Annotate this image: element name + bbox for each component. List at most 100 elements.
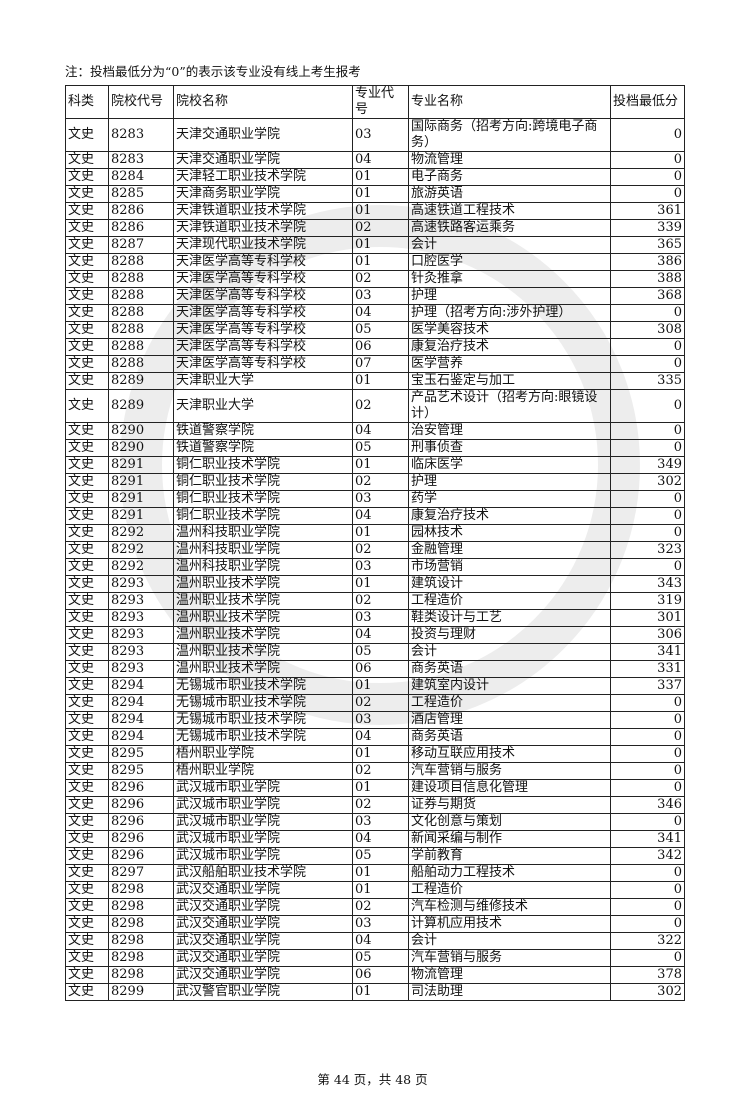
cell-category: 文史 [65,932,109,950]
cell-major-name: 汽车营销与服务 [408,949,611,967]
cell-school-code: 8298 [108,915,174,933]
cell-school-code: 8289 [108,389,174,423]
cell-school-name: 天津职业大学 [173,389,353,423]
cell-min-score: 0 [610,745,685,763]
cell-major-name: 康复治疗技术 [408,507,611,525]
cell-major-name: 电子商务 [408,168,611,186]
cell-category: 文史 [65,456,109,474]
table-row: 文史 8291 铜仁职业技术学院 03 药学 0 [65,490,685,508]
table-row: 文史 8299 武汉警官职业学院 01 司法助理 302 [65,983,685,1001]
cell-category: 文史 [65,270,109,288]
cell-major-code: 03 [352,558,409,576]
cell-category: 文史 [65,338,109,356]
cell-school-code: 8288 [108,253,174,271]
cell-min-score: 365 [610,236,685,254]
cell-category: 文史 [65,575,109,593]
cell-category: 文史 [65,728,109,746]
cell-major-name: 园林技术 [408,524,611,542]
table-row: 文史 8290 铁道警察学院 04 治安管理 0 [65,422,685,440]
cell-school-name: 武汉城市职业学院 [173,796,353,814]
cell-major-code: 05 [352,643,409,661]
cell-major-code: 04 [352,422,409,440]
cell-major-name: 药学 [408,490,611,508]
cell-major-code: 01 [352,185,409,203]
cell-school-name: 武汉城市职业学院 [173,813,353,831]
cell-school-code: 8298 [108,898,174,916]
cell-school-name: 武汉交通职业学院 [173,932,353,950]
cell-min-score: 342 [610,847,685,865]
cell-major-code: 02 [352,270,409,288]
cell-school-code: 8293 [108,643,174,661]
cell-min-score: 0 [610,338,685,356]
cell-school-name: 温州科技职业学院 [173,524,353,542]
cell-school-code: 8285 [108,185,174,203]
cell-major-code: 05 [352,847,409,865]
cell-major-code: 02 [352,473,409,491]
cell-min-score: 0 [610,185,685,203]
header-school-name: 院校名称 [173,85,353,119]
cell-major-code: 01 [352,983,409,1001]
cell-school-code: 8291 [108,507,174,525]
cell-school-name: 梧州职业学院 [173,762,353,780]
table-row: 文史 8296 武汉城市职业学院 04 新闻采编与制作 341 [65,830,685,848]
cell-major-code: 01 [352,779,409,797]
cell-major-code: 03 [352,813,409,831]
cell-min-score: 0 [610,507,685,525]
table-row: 文史 8292 温州科技职业学院 02 金融管理 323 [65,541,685,559]
cell-category: 文史 [65,915,109,933]
cell-major-code: 01 [352,864,409,882]
cell-school-code: 8296 [108,796,174,814]
cell-school-name: 温州职业技术学院 [173,592,353,610]
cell-school-name: 温州职业技术学院 [173,660,353,678]
table-row: 文史 8295 梧州职业学院 01 移动互联应用技术 0 [65,745,685,763]
cell-category: 文史 [65,151,109,169]
cell-major-name: 国际商务（招考方向:跨境电子商务） [408,118,611,152]
cell-min-score: 0 [610,898,685,916]
cell-school-name: 武汉城市职业学院 [173,847,353,865]
cell-category: 文史 [65,490,109,508]
cell-min-score: 0 [610,915,685,933]
cell-category: 文史 [65,304,109,322]
cell-major-name: 建筑室内设计 [408,677,611,695]
cell-min-score: 0 [610,864,685,882]
cell-category: 文史 [65,660,109,678]
table-row: 文史 8288 天津医学高等专科学校 01 口腔医学 386 [65,253,685,271]
cell-category: 文史 [65,355,109,373]
table-row: 文史 8283 天津交通职业学院 03 国际商务（招考方向:跨境电子商务） 0 [65,118,685,152]
cell-major-name: 汽车检测与维修技术 [408,898,611,916]
page-number: 第 44 页，共 48 页 [317,1072,428,1087]
cell-major-code: 04 [352,830,409,848]
cell-school-code: 8294 [108,728,174,746]
cell-min-score: 343 [610,575,685,593]
cell-school-name: 温州职业技术学院 [173,626,353,644]
cell-min-score: 0 [610,304,685,322]
table-row: 文史 8285 天津商务职业学院 01 旅游英语 0 [65,185,685,203]
table-row: 文史 8288 天津医学高等专科学校 05 医学美容技术 308 [65,321,685,339]
cell-major-name: 口腔医学 [408,253,611,271]
cell-min-score: 331 [610,660,685,678]
cell-school-name: 无锡城市职业技术学院 [173,711,353,729]
cell-category: 文史 [65,202,109,220]
cell-school-name: 温州职业技术学院 [173,643,353,661]
cell-school-code: 8286 [108,202,174,220]
cell-min-score: 0 [610,389,685,423]
cell-school-name: 武汉交通职业学院 [173,949,353,967]
cell-school-code: 8288 [108,304,174,322]
cell-min-score: 0 [610,762,685,780]
cell-category: 文史 [65,779,109,797]
table-row: 文史 8288 天津医学高等专科学校 04 护理（招考方向:涉外护理） 0 [65,304,685,322]
cell-min-score: 0 [610,881,685,899]
cell-category: 文史 [65,524,109,542]
cell-school-code: 8293 [108,609,174,627]
header-major-name: 专业名称 [408,85,611,119]
cell-school-name: 天津医学高等专科学校 [173,338,353,356]
cell-school-code: 8290 [108,439,174,457]
cell-major-code: 04 [352,728,409,746]
table-row: 文史 8298 武汉交通职业学院 01 工程造价 0 [65,881,685,899]
cell-min-score: 302 [610,473,685,491]
cell-min-score: 339 [610,219,685,237]
cell-min-score: 306 [610,626,685,644]
cell-category: 文史 [65,236,109,254]
cell-major-code: 04 [352,626,409,644]
cell-major-name: 文化创意与策划 [408,813,611,831]
